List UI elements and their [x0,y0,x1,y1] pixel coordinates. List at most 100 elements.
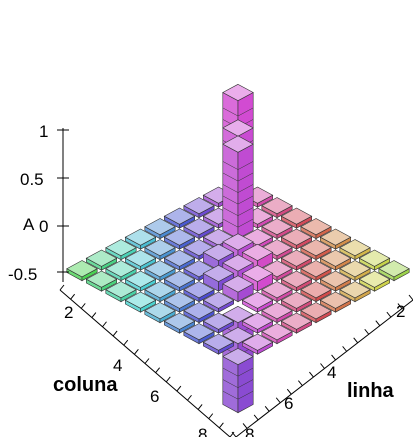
bar-r9-c2 [358,270,391,292]
y-tick-label-2: 2 [396,302,405,321]
y-minor-tick-1 [242,423,248,429]
bar-face-top [280,312,313,330]
bar-r2-c8 [105,260,137,282]
x-minor-tick-11 [176,385,182,392]
bar-r7-c1 [339,239,371,261]
bar-face-top [222,83,254,102]
bar-r3-c3 [222,135,254,240]
x-minor-tick-1 [70,293,76,300]
bar-r1-c5 [144,218,176,240]
bar-r4-c5 [202,243,235,271]
bar-face-top [241,264,274,282]
bar-face-top [183,197,215,215]
bar-face-top [261,323,293,341]
bar-r5-c8 [163,291,196,313]
x-minor-tick-15 [218,422,224,429]
z-axis: 1 0.5 A 0 -0.5 [8,122,69,284]
bar-face-top [202,264,235,282]
bar-face-left [222,355,239,414]
bar-r9-c4 [319,291,352,313]
bar-r8-c7 [241,312,274,334]
y-tick-label-6: 6 [284,394,293,413]
bar-face-top [144,218,176,236]
bar-face-top [300,260,332,278]
bar-segment-line [222,161,254,170]
y-minor-tick-5 [286,388,292,395]
bar-face-top [144,281,176,299]
bar-face-top [222,233,254,251]
bar-face-top [222,275,254,293]
bar-face-top [163,228,196,246]
bar-face-top [124,228,157,246]
bar-segment-line [222,367,254,377]
bar-face-top [163,291,196,309]
x-minor-tick-2 [80,303,86,309]
bar-face-top [280,249,313,267]
bar-r9-c3 [339,281,371,303]
y-minor-tick-12 [364,328,370,335]
y-minor-tick-9 [331,354,336,361]
bar-face-top [339,239,371,257]
bar-face-top [319,228,352,246]
y-tick-label-8: 8 [245,425,254,437]
bar-face-top [300,281,332,299]
bar-segment-line [222,172,254,182]
bar-r9-c8 [241,333,274,355]
bar-face-top [183,302,215,320]
bar-face-top [222,135,254,153]
y-minor-tick-8 [320,363,325,369]
bar-r2-c4 [183,218,215,240]
bar-face-top [124,270,157,288]
bar-face-top [105,260,137,278]
bar-r3-c6 [163,249,196,271]
bar-segment-line [222,184,254,193]
bar-face-top [85,249,118,267]
bar-face-top [202,333,235,351]
bar-r7-c6 [241,291,274,313]
bar-face-top [339,260,371,278]
bar-r9-c1 [378,260,410,282]
y-axis: 8 6 4 2 linha [231,294,413,437]
bar-face-top [222,326,254,345]
bars-group [66,83,410,414]
y-minor-ticks [231,294,413,437]
y-minor-tick-10 [342,346,348,352]
bar-segment-line [222,207,254,216]
bar-r3-c1 [261,197,293,219]
bar-r7-c5 [261,281,293,303]
bar-face-top [300,302,332,320]
bar-r8-c4 [300,281,332,303]
bar-face-top [280,270,313,288]
bar-r6-c6 [222,275,254,303]
bar-face-top [202,291,235,309]
bar-r9-c7 [261,323,293,345]
bar-face-top [241,243,274,261]
y-axis-title: linha [347,380,395,402]
x-minor-tick-3 [91,312,97,318]
bar-r6-c2 [300,239,332,261]
bar-face-top [202,243,235,261]
bar-segment-line [222,379,254,388]
bar-face-top [163,270,196,288]
bar-r6-c8 [183,302,215,324]
bar-r7-c4 [280,270,313,292]
bar-face-top [319,249,352,267]
bar-r3-c8 [124,270,157,292]
bar-r7-c2 [319,249,352,271]
bar-segment-line [222,218,254,228]
bar-r3-c9 [105,281,137,303]
bar-face-top [378,260,410,278]
y-minor-tick-2 [253,414,259,421]
bar-r5-c7 [183,281,215,303]
bar-face-top [280,228,313,246]
z-axis-title: A [23,215,35,234]
bar-r1-c8 [85,249,118,271]
bar-r7-c8 [202,312,235,334]
bar-r5-c1 [300,218,332,240]
bar-r4-c1 [280,207,313,229]
bar-face-top [222,305,254,324]
x-minor-tick-0 [59,284,65,291]
bar-r1-c4 [163,207,196,229]
bar-segment-line [222,107,254,117]
bar-face-top [261,197,293,215]
